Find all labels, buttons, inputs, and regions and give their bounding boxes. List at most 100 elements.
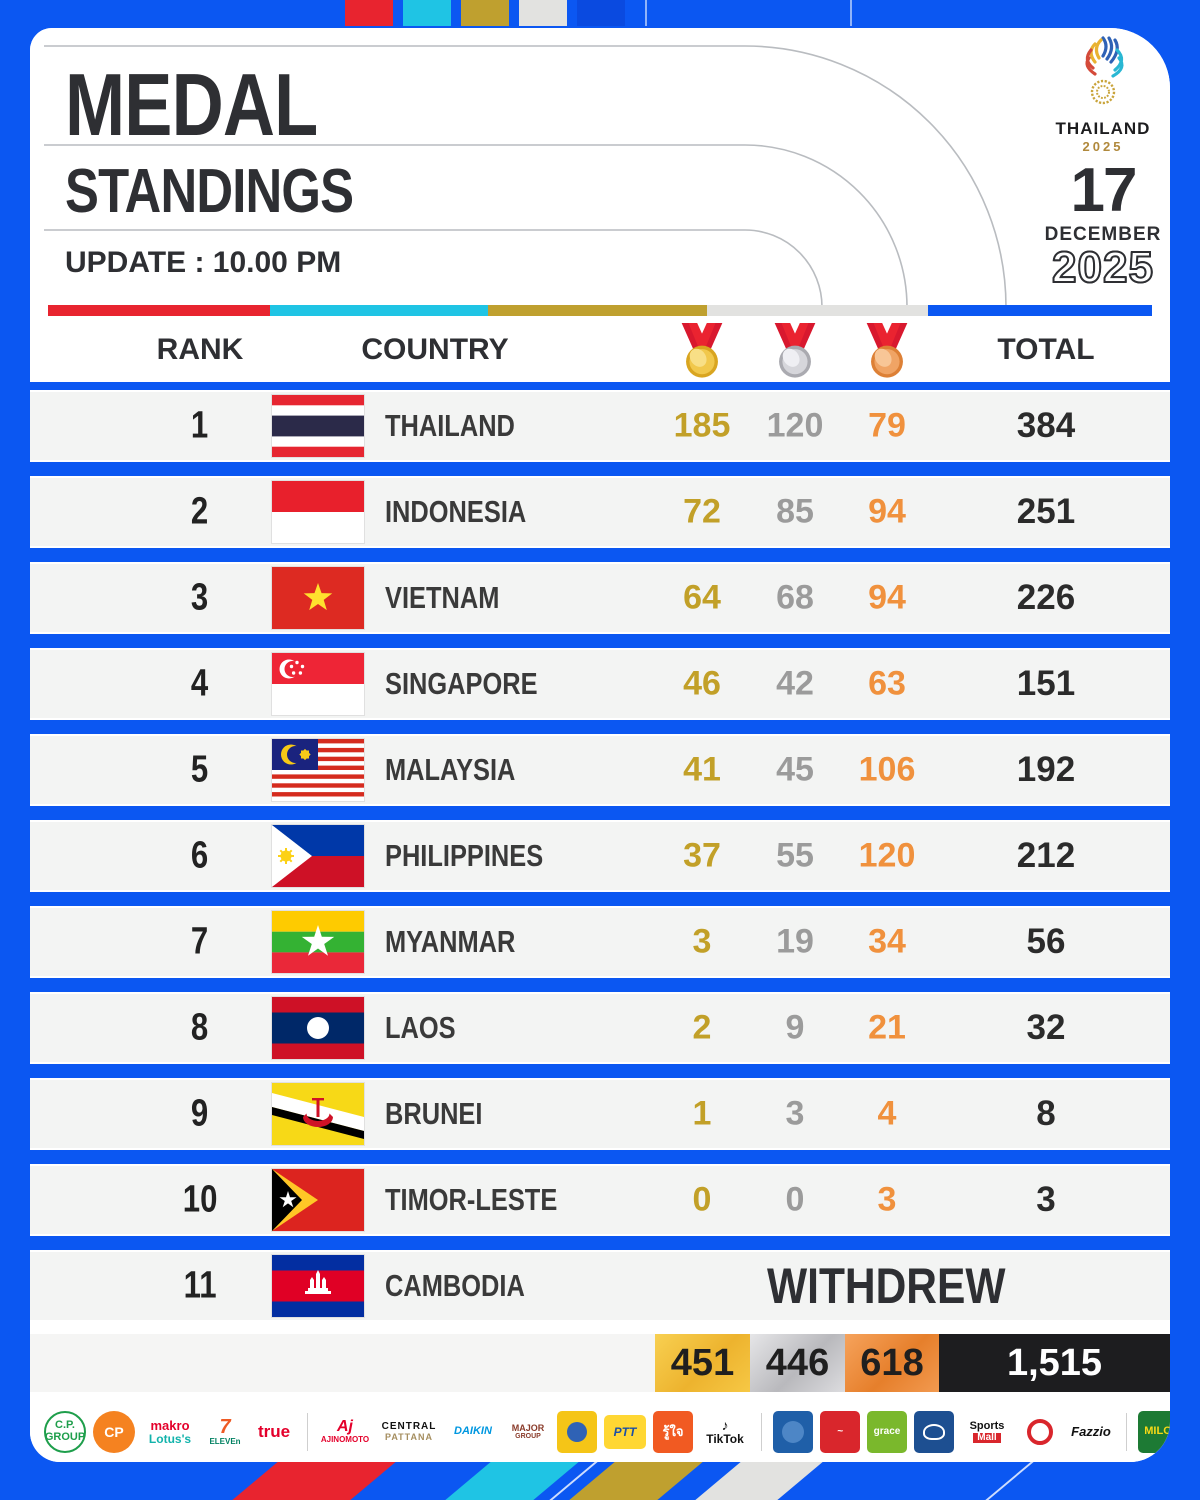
sponsor-logo-fazzio: Fazzio <box>1071 1424 1111 1440</box>
bronze-count: 4 <box>877 1094 897 1133</box>
silver-count: 19 <box>776 922 814 961</box>
sponsor-logo-cp: CP <box>93 1411 135 1453</box>
total-count: 8 <box>1036 1094 1056 1133</box>
flag-laos <box>272 997 364 1059</box>
country-name: MYANMAR <box>385 924 516 959</box>
sponsor-logo-7-eleven: 7 ELEVEn <box>205 1411 245 1453</box>
sponsor-bar: C.P. GROUP CP makro Lotus's 7 ELEVEn tru… <box>30 1402 1170 1462</box>
sponsor-emblem <box>782 1421 804 1443</box>
bottom-stripe-line-2 <box>985 1462 1034 1500</box>
silver-count: 85 <box>776 492 814 531</box>
rank-value: 3 <box>191 576 209 619</box>
table-row: 11 CAMBODIA WITHDREW <box>30 1250 1170 1322</box>
sponsor-logo-major-group: MAJOR GROUP <box>506 1411 550 1453</box>
top-stripe-line-2 <box>850 0 852 26</box>
bronze-count: 63 <box>868 664 906 703</box>
gold-count: 0 <box>692 1180 712 1219</box>
page-subtitle: STANDINGS <box>65 157 354 226</box>
table-row: 7 MYANMAR 3 19 34 56 <box>30 906 1170 978</box>
flag-indonesia <box>272 481 364 543</box>
sponsor-logo-sports-mall: Sports Mall <box>961 1411 1013 1453</box>
sponsor-text: CENTRAL <box>381 1421 437 1433</box>
bar-blue <box>928 305 1152 316</box>
bronze-count: 3 <box>877 1180 897 1219</box>
total-count: 251 <box>1016 492 1076 531</box>
bronze-count: 106 <box>858 750 916 789</box>
top-stripe-line <box>645 0 647 26</box>
country-name: PHILIPPINES <box>385 838 544 873</box>
bronze-count: 94 <box>868 492 906 531</box>
table-header-row: RANK COUNTRY <box>30 318 1170 382</box>
total-count: 151 <box>1016 664 1076 703</box>
update-time: UPDATE : 10.00 PM <box>65 246 341 280</box>
silver-total: 446 <box>750 1334 845 1392</box>
flag-vietnam <box>272 567 364 629</box>
rank-value: 11 <box>183 1264 217 1307</box>
total-count: 384 <box>1016 406 1076 445</box>
rank-value: 2 <box>191 490 209 533</box>
sponsor-divider <box>761 1413 762 1451</box>
table-row: 2 INDONESIA 72 85 94 251 <box>30 476 1170 548</box>
header-color-bar <box>48 305 1152 316</box>
bronze-count: 34 <box>868 922 906 961</box>
sponsor-text: PATTANA <box>385 1431 433 1442</box>
sponsor-text: 7 <box>219 1416 231 1439</box>
rank-value: 7 <box>191 920 209 963</box>
silver-count: 3 <box>785 1094 805 1133</box>
sponsor-text: Sports <box>969 1419 1005 1432</box>
logo-country-label: THAILAND <box>1055 119 1151 138</box>
country-name: VIETNAM <box>385 580 500 615</box>
sponsor-logo-red-tile: ~ <box>820 1411 860 1453</box>
date-month: DECEMBER <box>1044 224 1162 245</box>
gold-medal-icon <box>681 322 723 378</box>
sponsor-text: Mall <box>973 1432 1001 1444</box>
flag-brunei <box>272 1083 364 1145</box>
table-row: 4 SINGAPORE 46 42 63 151 <box>30 648 1170 720</box>
country-name: LAOS <box>385 1010 456 1045</box>
country-name: CAMBODIA <box>385 1268 525 1303</box>
rank-value: 9 <box>191 1092 209 1135</box>
sponsor-emblem <box>923 1424 945 1440</box>
sponsor-logo-cp-group: C.P. GROUP <box>44 1411 86 1453</box>
bar-red <box>48 305 270 316</box>
rank-value: 1 <box>191 404 209 447</box>
date-block: 17 DECEMBER 2025 <box>1038 160 1168 291</box>
total-count: 192 <box>1016 750 1076 789</box>
sponsor-text: ELEVEn <box>209 1437 241 1447</box>
bottom-stripe-red <box>232 1462 396 1500</box>
sponsor-logo-yellow-tile <box>557 1411 597 1453</box>
gold-count: 64 <box>683 578 721 617</box>
bronze-count: 21 <box>868 1008 906 1047</box>
bronze-total: 618 <box>845 1334 939 1392</box>
sponsor-logo-central-pattana: CENTRAL PATTANA <box>378 1411 440 1453</box>
table-row: 6 PHILIPPINES 37 55 120 212 <box>30 820 1170 892</box>
gold-count: 3 <box>692 922 712 961</box>
gold-count: 46 <box>683 664 721 703</box>
gold-count: 72 <box>683 492 721 531</box>
table-row: 10 TIMOR-LESTE 0 0 3 3 <box>30 1164 1170 1236</box>
top-stripe-deepblue <box>577 0 625 26</box>
top-stripe-gold <box>461 0 509 26</box>
sponsor-text: Lotus's <box>148 1431 192 1446</box>
table-row: 3 VIETNAM 64 68 94 226 <box>30 562 1170 634</box>
silver-count: 68 <box>776 578 814 617</box>
table-row: 9 BRUNEI 1 3 4 8 <box>30 1078 1170 1150</box>
page-title: MEDAL <box>65 55 318 154</box>
table-row: 1 THAILAND 185 120 79 384 <box>30 390 1170 462</box>
sponsor-text: TikTok <box>706 1432 744 1447</box>
sponsor-logo-blue-tile <box>773 1411 813 1453</box>
bar-gold <box>488 305 707 316</box>
sponsor-logo-tiktok: ♪ TikTok <box>700 1411 750 1453</box>
update-label: UPDATE : <box>65 246 205 279</box>
update-value: 10.00 PM <box>212 246 342 279</box>
table-row: 8 LAOS 2 9 21 32 <box>30 992 1170 1064</box>
table-body: 1 THAILAND 185 120 79 384 2 INDONESIA 72… <box>30 382 1170 1322</box>
gold-count: 1 <box>692 1094 712 1133</box>
sponsor-divider <box>307 1413 308 1451</box>
total-count: 32 <box>1026 1008 1066 1047</box>
bottom-stripe-gray <box>695 1462 823 1500</box>
standings-card: MEDAL STANDINGS UPDATE : 10.00 PM <box>30 28 1170 1462</box>
sponsor-logo-grace: grace <box>867 1411 907 1453</box>
sponsor-logo-ptt: PTT <box>604 1415 646 1449</box>
header-section: MEDAL STANDINGS UPDATE : 10.00 PM <box>30 28 1170 318</box>
